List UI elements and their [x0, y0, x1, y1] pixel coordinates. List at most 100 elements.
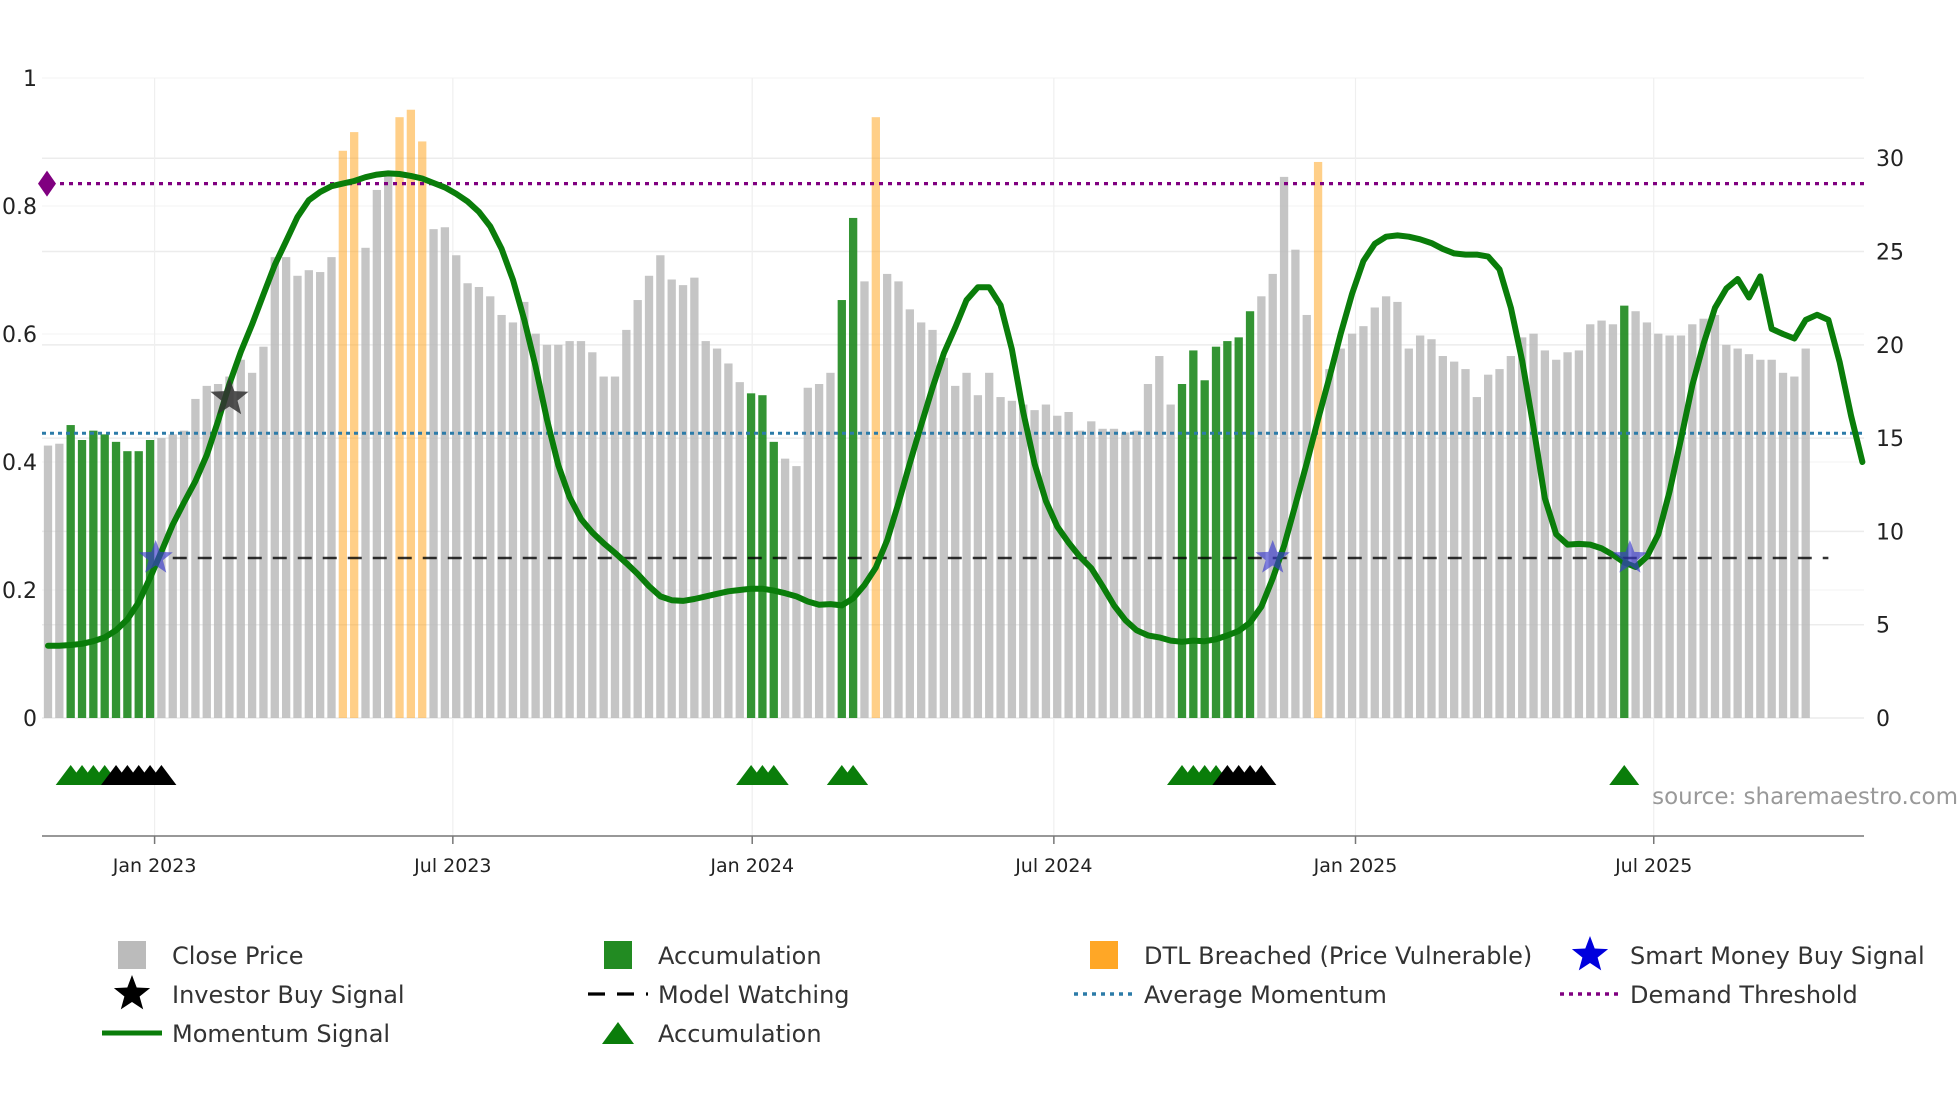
close-price-bar: [247, 372, 257, 718]
smart-money-buy-signal-star: [1612, 540, 1647, 573]
close-price-bar: [486, 296, 495, 718]
close-price-bar: [712, 348, 722, 718]
close-price-bar: [236, 359, 245, 718]
accumulation-bar: [1177, 384, 1187, 718]
close-price-bar: [701, 341, 710, 718]
close-price-bar: [168, 434, 177, 718]
close-price-bar: [1336, 348, 1345, 718]
close-price-bar: [1518, 337, 1527, 718]
close-price-bar: [939, 357, 949, 718]
close-price-bar: [1291, 249, 1300, 718]
close-price-bar: [384, 175, 393, 718]
close-price-bar: [372, 189, 382, 718]
close-price-bar: [202, 385, 211, 718]
accumulation-bar: [134, 451, 143, 718]
close-price-bar: [497, 314, 506, 718]
close-price-bar: [883, 273, 892, 718]
close-price-bar: [973, 395, 983, 718]
accumulation-bar: [746, 393, 756, 718]
legend-swatch-triangle: [602, 1022, 634, 1044]
close-price-bar: [463, 283, 472, 718]
close-price-bar: [1302, 314, 1311, 718]
close-price-bar: [814, 384, 824, 718]
close-price-bar: [213, 384, 223, 718]
close-price-bar: [191, 398, 200, 718]
close-price-bar: [1155, 356, 1164, 718]
close-price-bar: [327, 257, 336, 718]
legend-swatch-square: [604, 941, 632, 969]
close-price-bar: [1041, 404, 1051, 718]
close-price-bar: [1733, 348, 1742, 718]
close-price-bar: [293, 275, 302, 718]
right-axis-tick-label: 0: [1876, 707, 1890, 732]
close-price-bar: [429, 229, 438, 718]
close-price-bar: [1393, 301, 1402, 718]
legend-label: Accumulation: [658, 942, 822, 970]
close-price-bar: [803, 387, 812, 718]
close-price-bar: [1098, 428, 1107, 718]
accumulation-bar: [100, 434, 109, 718]
accumulation-bar: [1223, 341, 1232, 718]
close-price-bar: [1699, 318, 1708, 718]
accumulation-bar: [66, 425, 75, 718]
close-price-bar: [985, 372, 994, 718]
legend-label: Momentum Signal: [172, 1020, 390, 1048]
legend-label: DTL Breached (Price Vulnerable): [1144, 942, 1532, 970]
close-price-bar: [656, 255, 665, 719]
legend-label: Smart Money Buy Signal: [1630, 942, 1925, 970]
close-price-bar: [678, 285, 688, 718]
smart-money-buy-signal-star: [138, 540, 173, 573]
close-price-bar: [1767, 359, 1776, 718]
dtl-breached-bar: [871, 117, 880, 719]
close-price-bar: [1404, 348, 1413, 718]
close-price-bar: [452, 255, 461, 719]
close-price-bar: [1484, 374, 1493, 718]
right-axis-tick-label: 20: [1876, 334, 1904, 359]
close-price-bar: [917, 322, 926, 718]
left-axis-tick-label: 0: [23, 707, 37, 732]
x-axis-tick-label: Jan 2024: [709, 855, 794, 877]
close-price-bar: [644, 275, 654, 718]
close-price-bar: [1450, 361, 1459, 718]
right-axis-tick-label: 25: [1876, 241, 1904, 266]
dtl-breached-bar: [395, 117, 404, 719]
dtl-breached-bar: [418, 141, 427, 718]
close-price-bar: [1109, 428, 1119, 718]
close-price-bar: [1121, 432, 1130, 718]
close-price-bar: [1495, 369, 1504, 718]
close-price-bar: [928, 329, 937, 718]
close-price-bar: [599, 376, 608, 718]
legend-label: Demand Threshold: [1630, 981, 1858, 1009]
accumulation-bar: [1211, 346, 1221, 718]
close-price-bar: [281, 257, 291, 718]
dtl-breached-bar: [350, 132, 359, 719]
close-price-bar: [1359, 326, 1368, 718]
close-price-bar: [1676, 335, 1686, 718]
close-price-bar: [1279, 176, 1289, 718]
accumulation-bar: [89, 430, 98, 718]
left-axis-tick-label: 0.4: [2, 451, 37, 476]
close-price-bar: [792, 466, 801, 718]
close-price-bar: [1370, 307, 1379, 718]
dtl-breached-bar: [338, 150, 347, 719]
right-axis-tick-label: 30: [1876, 147, 1904, 172]
close-price-bar: [951, 385, 960, 718]
x-axis-tick-label: Jan 2023: [112, 855, 197, 877]
close-price-bar: [1744, 354, 1754, 718]
close-price-bar: [610, 376, 620, 718]
close-price-bar: [1552, 359, 1561, 718]
close-price-bar: [1756, 359, 1765, 718]
accumulation-triangle: [758, 765, 789, 785]
watching-triangle: [146, 765, 177, 785]
momentum-signal-line: [45, 170, 1866, 649]
accumulation-bar: [1234, 337, 1243, 718]
left-axis-tick-label: 0.6: [2, 323, 37, 348]
close-price-bar: [554, 344, 563, 718]
legend-swatch-star: [113, 975, 151, 1010]
close-price-bar: [1268, 273, 1277, 718]
right-axis-tick-label: 15: [1876, 427, 1904, 452]
close-price-bar: [826, 372, 835, 718]
close-price-bar: [55, 443, 64, 718]
